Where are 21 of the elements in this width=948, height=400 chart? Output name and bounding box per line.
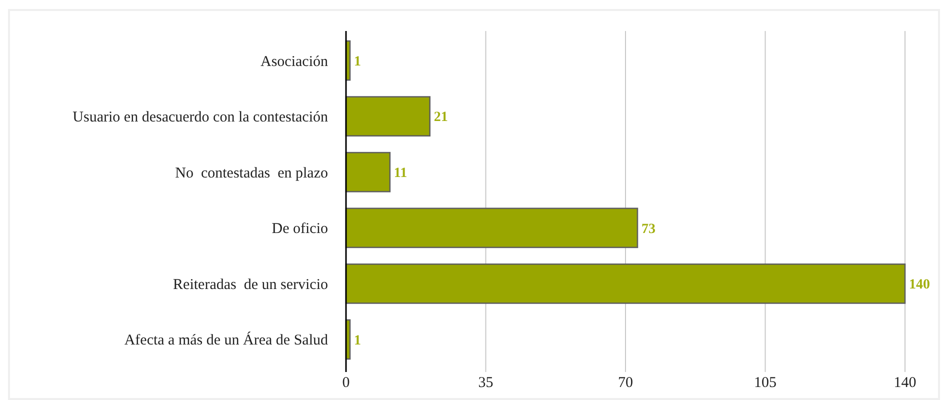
bar — [345, 152, 391, 192]
bar — [345, 208, 638, 248]
x-tick-label: 0 — [342, 375, 350, 391]
data-label: 140 — [909, 278, 930, 293]
data-label: 21 — [434, 110, 448, 126]
bar — [345, 264, 906, 304]
data-label: 1 — [354, 54, 361, 70]
x-tick-label: 70 — [618, 375, 633, 391]
bar — [345, 96, 430, 136]
y-tick-label: Reiteradas de un servicio — [173, 276, 328, 293]
x-tick-label: 105 — [754, 375, 776, 391]
y-tick-label: No contestadas en plazo — [175, 165, 328, 182]
data-label: 1 — [354, 333, 361, 348]
y-tick-label: Afecta a más de un Área de Salud — [124, 332, 328, 349]
x-tick-label: 35 — [478, 375, 494, 391]
data-label: 73 — [641, 222, 656, 237]
x-tick-label: 140 — [894, 375, 916, 391]
data-label: 11 — [394, 166, 408, 182]
y-tick-label: Asociación — [260, 54, 328, 70]
y-tick-label: De oficio — [272, 221, 328, 238]
y-tick-label: Usuario en desacuerdo con la contestación — [72, 110, 328, 126]
